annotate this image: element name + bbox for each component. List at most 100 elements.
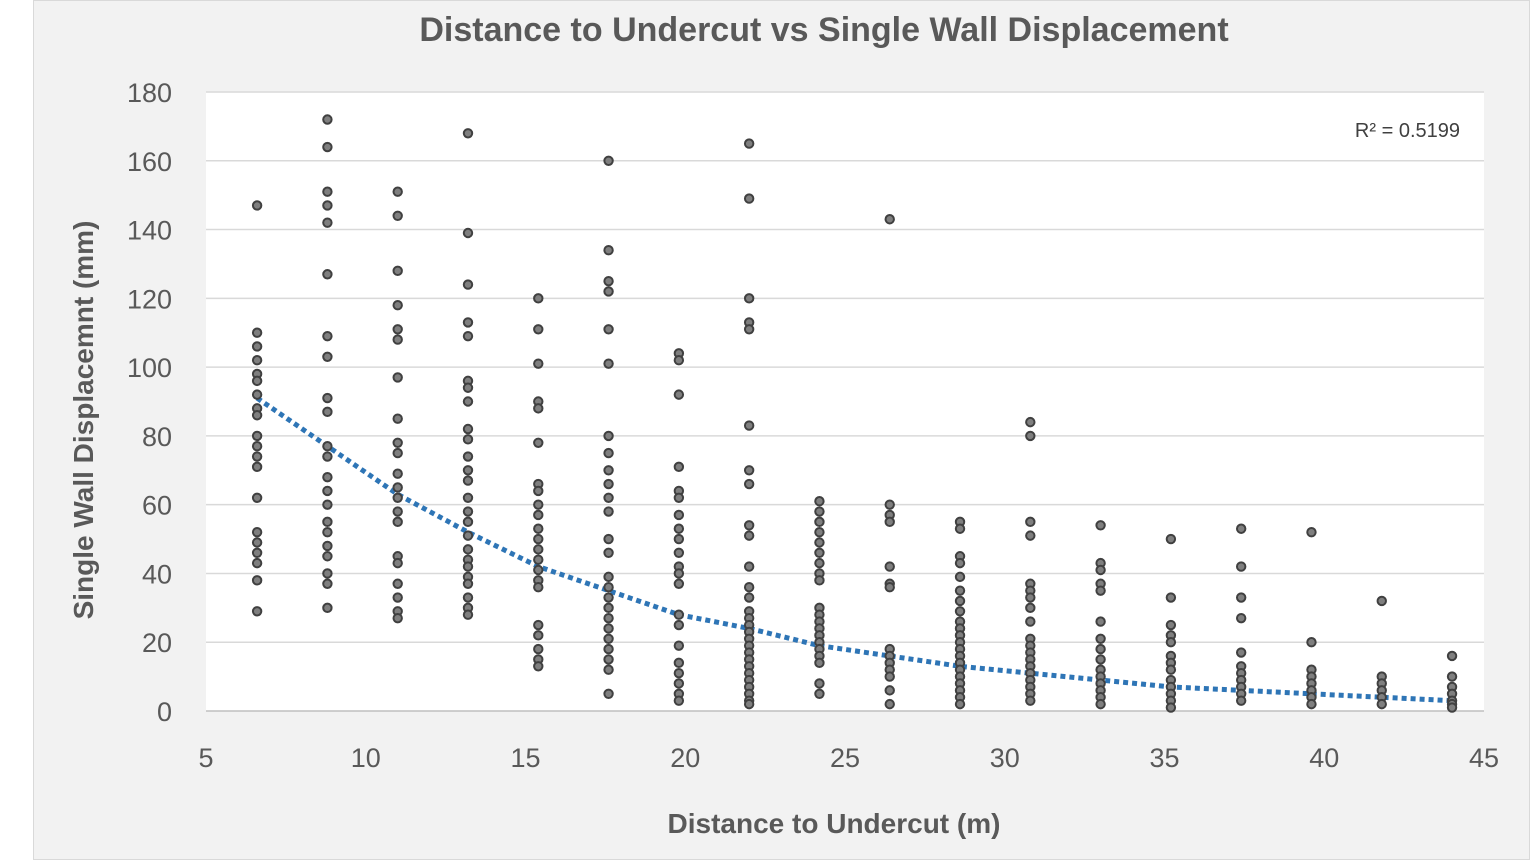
data-point <box>673 695 685 706</box>
data-point <box>603 633 614 644</box>
data-point <box>533 403 544 414</box>
data-point <box>392 413 403 424</box>
data-point <box>1306 698 1317 710</box>
data-point <box>251 557 263 569</box>
data-point <box>814 537 825 548</box>
data-point <box>1376 698 1387 710</box>
data-point <box>814 496 825 507</box>
data-point <box>322 217 333 228</box>
data-point <box>533 643 544 655</box>
data-point <box>743 324 755 335</box>
data-point <box>673 355 685 366</box>
data-point <box>884 499 895 510</box>
data-point <box>322 499 333 510</box>
data-point <box>392 516 403 528</box>
data-point <box>743 478 755 490</box>
data-point <box>1095 564 1106 576</box>
data-point <box>603 358 614 369</box>
data-point <box>884 698 895 710</box>
data-point <box>603 430 614 442</box>
data-point <box>743 582 755 593</box>
data-point <box>603 643 614 655</box>
data-point <box>251 461 263 473</box>
data-point <box>462 382 474 393</box>
plot-area <box>206 92 1484 711</box>
y-tick-label: 80 <box>142 422 172 452</box>
data-point <box>322 471 333 483</box>
data-point <box>1025 592 1036 603</box>
data-point <box>251 492 263 503</box>
data-point <box>814 547 825 559</box>
data-point <box>251 410 263 421</box>
data-point <box>533 554 544 565</box>
data-point <box>533 499 544 510</box>
data-point <box>462 423 474 435</box>
data-point <box>743 138 755 149</box>
y-tick-label: 0 <box>157 697 172 727</box>
data-point <box>673 578 685 589</box>
data-point <box>603 447 614 459</box>
y-tick-label: 60 <box>142 491 172 521</box>
data-point <box>1446 650 1458 662</box>
x-tick-label: 15 <box>510 743 540 773</box>
data-point <box>462 492 474 503</box>
data-point <box>673 667 685 679</box>
data-point <box>1165 702 1177 713</box>
data-point <box>1025 602 1036 614</box>
data-point <box>814 506 825 517</box>
data-point <box>1306 526 1317 538</box>
data-point <box>603 478 614 490</box>
y-tick-label: 20 <box>142 628 172 658</box>
data-point <box>603 324 614 335</box>
data-point <box>392 437 403 448</box>
data-point <box>1095 643 1106 655</box>
x-tick-label: 40 <box>1309 743 1339 773</box>
data-point <box>1446 702 1458 713</box>
trendline-layer <box>255 395 1453 704</box>
data-point <box>603 612 614 624</box>
data-point <box>462 592 474 603</box>
x-tick-label: 5 <box>198 743 213 773</box>
data-point <box>1235 523 1247 534</box>
data-point <box>322 269 333 280</box>
data-point <box>251 341 263 352</box>
data-point <box>322 351 333 362</box>
data-point <box>1376 595 1387 607</box>
data-point <box>743 420 755 431</box>
data-point <box>603 506 614 517</box>
data-point <box>1095 585 1106 596</box>
x-axis-ticks: 5 10 15 20 25 30 35 40 45 <box>198 743 1499 773</box>
data-point <box>322 451 333 462</box>
data-point <box>392 612 403 624</box>
data-point <box>954 698 966 710</box>
data-point <box>533 324 544 335</box>
data-point <box>1095 616 1106 627</box>
data-point <box>251 200 263 211</box>
data-point <box>322 526 333 538</box>
data-point <box>392 186 403 197</box>
data-point <box>1165 637 1177 648</box>
data-point <box>673 492 685 503</box>
data-point <box>603 571 614 583</box>
data-point <box>533 544 544 555</box>
y-tick-label: 180 <box>127 78 172 108</box>
data-point <box>251 526 263 538</box>
data-point <box>1235 561 1247 572</box>
data-point <box>884 582 895 593</box>
data-point <box>884 685 895 696</box>
y-tick-label: 40 <box>142 559 172 589</box>
chart-title: Distance to Undercut vs Single Wall Disp… <box>419 11 1228 49</box>
data-point <box>251 430 263 442</box>
data-point <box>673 609 685 620</box>
data-point <box>954 585 966 596</box>
gridlines <box>206 91 1484 712</box>
data-point <box>462 128 474 139</box>
data-point <box>322 540 333 552</box>
data-point <box>603 533 614 545</box>
data-point <box>462 530 474 541</box>
data-point <box>322 114 333 125</box>
data-point <box>1025 516 1036 528</box>
data-point <box>954 606 966 617</box>
data-point <box>533 293 544 304</box>
